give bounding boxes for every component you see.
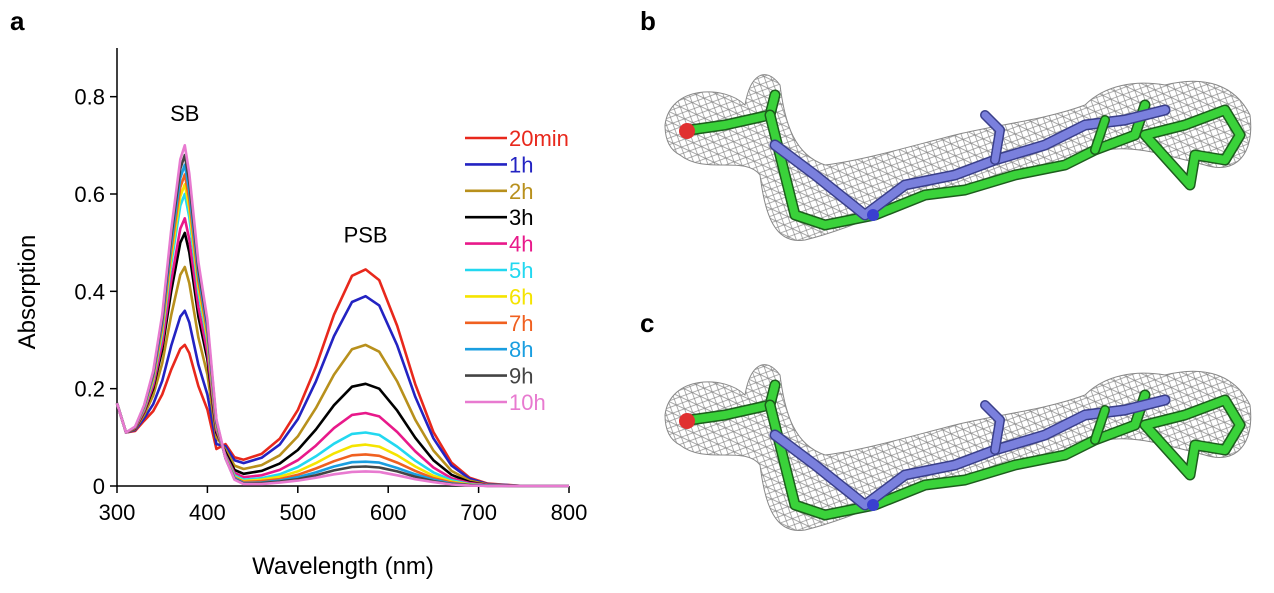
- legend-label: 7h: [509, 311, 533, 336]
- series-line: [115, 294, 569, 488]
- series-line: [115, 217, 569, 488]
- structure-c: [665, 365, 1251, 531]
- y-tick-label: 0.4: [74, 279, 105, 304]
- x-tick-label: 600: [370, 500, 407, 525]
- x-axis-label: Wavelength (nm): [252, 553, 434, 580]
- y-tick-label: 0: [93, 474, 105, 499]
- x-tick-label: 800: [551, 500, 588, 525]
- structure-b: [665, 75, 1251, 241]
- panel-label: a: [10, 6, 25, 36]
- y-axis-label: Absorption: [14, 235, 41, 350]
- legend-label: 3h: [509, 205, 533, 230]
- annotation: PSB: [344, 223, 388, 248]
- panel-label: c: [640, 308, 654, 338]
- y-tick-label: 0.2: [74, 377, 105, 402]
- y-tick-label: 0.8: [74, 85, 105, 110]
- legend-label: 6h: [509, 284, 533, 309]
- y-tick-label: 0.6: [74, 182, 105, 207]
- legend-label: 2h: [509, 179, 533, 204]
- legend-label: 20min: [509, 126, 569, 151]
- x-tick-label: 500: [279, 500, 316, 525]
- series-line: [115, 265, 569, 488]
- x-tick-label: 700: [460, 500, 497, 525]
- panel-label: b: [640, 6, 656, 36]
- legend-label: 10h: [509, 390, 546, 415]
- legend-label: 4h: [509, 232, 533, 257]
- annotation: SB: [170, 101, 199, 126]
- legend-label: 9h: [509, 364, 533, 389]
- legend-label: 5h: [509, 258, 533, 283]
- line-chart: 0 0.2 0.4 0.6 0.8 300 400 500 600 700 800 Wavelengt…: [14, 48, 587, 580]
- legend-label: 1h: [509, 152, 533, 177]
- legend-label: 8h: [509, 337, 533, 362]
- x-tick-label: 400: [189, 500, 226, 525]
- series-line: [115, 144, 569, 488]
- series-line: [115, 268, 569, 488]
- x-tick-label: 300: [99, 500, 136, 525]
